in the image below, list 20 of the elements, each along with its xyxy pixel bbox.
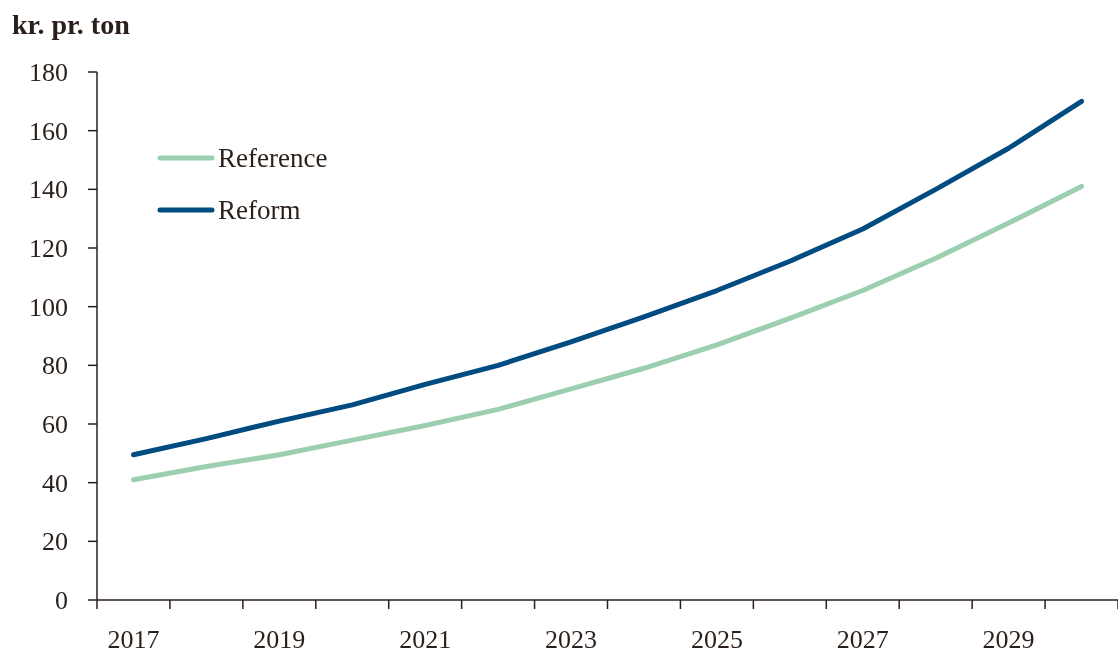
y-tick-label: 40: [42, 468, 68, 498]
y-tick-label: 20: [42, 527, 68, 557]
x-tick-label: 2021: [399, 625, 452, 654]
x-tick-label: 2017: [107, 625, 160, 654]
y-tick-label: 100: [29, 292, 68, 322]
y-tick-label: 120: [29, 234, 68, 264]
x-tick-label: 2023: [545, 625, 598, 654]
y-axis-title: kr. pr. ton: [12, 9, 131, 40]
y-tick-label: 80: [42, 351, 68, 381]
y-tick-label: 180: [29, 58, 68, 88]
y-tick-label: 160: [29, 116, 68, 146]
x-tick-label: 2019: [253, 625, 306, 654]
x-tick-label: 2029: [982, 625, 1035, 654]
y-tick-label: 140: [29, 175, 68, 205]
x-tick-label: 2025: [690, 625, 743, 654]
x-tick-label: 2027: [836, 625, 889, 654]
legend-label: Reform: [218, 195, 301, 226]
legend-label: Reference: [218, 143, 328, 174]
y-tick-label: 0: [55, 586, 68, 616]
y-tick-label: 60: [42, 410, 68, 440]
